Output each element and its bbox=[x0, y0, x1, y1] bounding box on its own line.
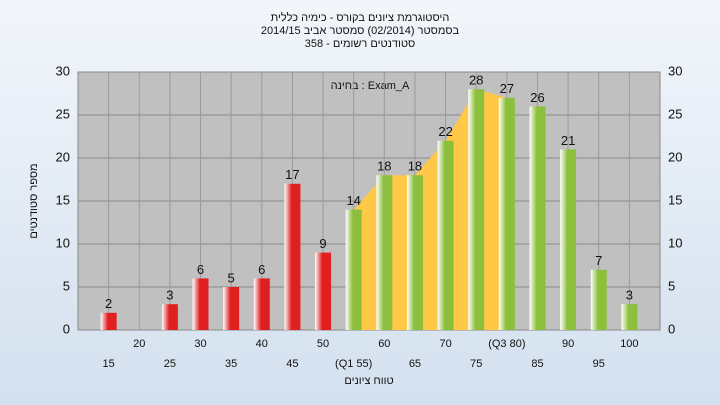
value-label: 21 bbox=[561, 133, 575, 148]
value-label: 22 bbox=[438, 124, 452, 139]
value-label: 17 bbox=[285, 167, 299, 182]
bar bbox=[621, 304, 638, 330]
y-tick-label: 10 bbox=[56, 235, 70, 250]
value-label: 3 bbox=[166, 288, 173, 303]
y-tick-label: 0 bbox=[63, 321, 70, 336]
value-label: 14 bbox=[346, 193, 360, 208]
y-tick-label: 25 bbox=[56, 106, 70, 121]
y-tick-label: 30 bbox=[56, 63, 70, 78]
x-tick-label: 45 bbox=[286, 358, 298, 370]
bar bbox=[406, 175, 423, 330]
y-tick-label: 20 bbox=[56, 149, 70, 164]
x-tick-label: 35 bbox=[225, 358, 237, 370]
y2-tick-label: 0 bbox=[668, 321, 675, 336]
x-tick-label: 50 bbox=[317, 338, 329, 350]
y2-tick-label: 5 bbox=[668, 278, 675, 293]
bar bbox=[345, 209, 362, 330]
x-tick-label: 95 bbox=[593, 358, 605, 370]
x-axis-label: טווח ציונים bbox=[344, 375, 393, 387]
x-tick-label: 20 bbox=[133, 338, 145, 350]
y2-tick-label: 30 bbox=[668, 63, 682, 78]
annotation: בחינה : Exam_A bbox=[331, 80, 410, 92]
value-label: 18 bbox=[377, 159, 391, 174]
bar bbox=[315, 252, 332, 330]
y2-tick-label: 25 bbox=[668, 106, 682, 121]
bar bbox=[529, 106, 546, 331]
value-label: 26 bbox=[530, 90, 544, 105]
value-label: 18 bbox=[408, 159, 422, 174]
value-label: 7 bbox=[595, 253, 602, 268]
bar bbox=[590, 269, 607, 330]
x-tick-label: 100 bbox=[620, 338, 638, 350]
bar bbox=[498, 97, 515, 330]
x-tick-label: 85 bbox=[531, 358, 543, 370]
x-tick-label: 90 bbox=[562, 338, 574, 350]
y-axis-label: מספר סטודנטים bbox=[28, 163, 40, 238]
y-tick-label: 15 bbox=[56, 192, 70, 207]
value-label: 6 bbox=[197, 262, 204, 277]
bar bbox=[192, 278, 209, 330]
x-tick-label: (Q1 55) bbox=[335, 358, 372, 370]
value-label: 3 bbox=[626, 288, 633, 303]
y2-tick-label: 20 bbox=[668, 149, 682, 164]
bar bbox=[161, 304, 178, 330]
bar bbox=[253, 278, 270, 330]
chart-title: היסטוגרמת ציונים בקורס - כימיה כללית bbox=[271, 11, 450, 24]
x-tick-label: 70 bbox=[439, 338, 451, 350]
x-tick-label: 65 bbox=[409, 358, 421, 370]
y2-tick-label: 15 bbox=[668, 192, 682, 207]
x-tick-label: 30 bbox=[194, 338, 206, 350]
value-label: 5 bbox=[228, 270, 235, 285]
bar bbox=[437, 140, 454, 330]
bar bbox=[100, 312, 117, 330]
value-label: 2 bbox=[105, 296, 112, 311]
bar bbox=[284, 183, 301, 330]
x-tick-label: 15 bbox=[103, 358, 115, 370]
bar bbox=[376, 175, 393, 330]
bar bbox=[560, 149, 577, 330]
value-label: 6 bbox=[258, 262, 265, 277]
x-tick-label: 40 bbox=[256, 338, 268, 350]
value-label: 9 bbox=[319, 236, 326, 251]
y-tick-label: 5 bbox=[63, 278, 70, 293]
y2-tick-label: 10 bbox=[668, 235, 682, 250]
bar bbox=[223, 287, 240, 330]
x-tick-label: 60 bbox=[378, 338, 390, 350]
x-tick-label: (Q3 80) bbox=[488, 338, 525, 350]
chart-subtitle: בסמסטר (02/2014) סמסטר אביב 2014/15 bbox=[261, 25, 460, 37]
bar bbox=[468, 89, 485, 330]
x-tick-label: 75 bbox=[470, 358, 482, 370]
value-label: 28 bbox=[469, 73, 483, 88]
x-tick-label: 25 bbox=[164, 358, 176, 370]
chart-subtitle: סטודנטים רשומים - 358 bbox=[305, 38, 416, 50]
value-label: 27 bbox=[500, 81, 514, 96]
